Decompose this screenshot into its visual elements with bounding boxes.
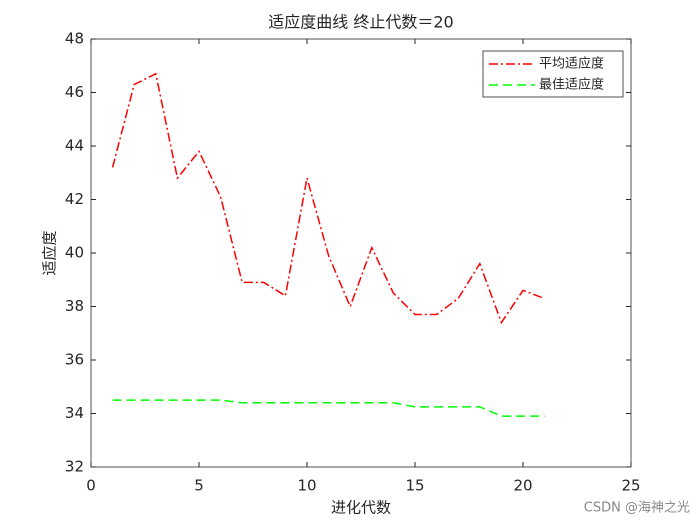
- y-tick-label: 44: [65, 137, 84, 155]
- y-tick-label: 36: [65, 351, 84, 369]
- series-line: [111, 72, 545, 325]
- chart-title: 适应度曲线 终止代数＝20: [268, 13, 453, 32]
- x-tick-label: 10: [297, 477, 316, 495]
- series-line: [112, 399, 545, 417]
- x-axis-label: 进化代数: [331, 499, 391, 517]
- y-tick-label: 40: [65, 244, 84, 262]
- watermark: CSDN @海神之光: [584, 501, 690, 516]
- y-tick-label: 46: [65, 83, 84, 101]
- y-axis-label: 适应度: [41, 230, 59, 275]
- x-tick-label: 5: [194, 477, 204, 495]
- x-tick-label: 20: [513, 477, 532, 495]
- legend-label: 平均适应度: [539, 56, 604, 72]
- x-tick-label: 15: [405, 477, 424, 495]
- y-tick-label: 42: [65, 190, 84, 208]
- y-tick-label: 32: [65, 458, 84, 476]
- y-tick-label: 34: [65, 404, 84, 422]
- plot-box: [90, 38, 632, 468]
- x-tick-label: 0: [86, 477, 96, 495]
- y-tick-label: 38: [65, 297, 84, 315]
- y-tick-label: 48: [65, 30, 84, 48]
- legend-box: [482, 50, 624, 98]
- x-tick-label: 25: [621, 477, 640, 495]
- legend-label: 最佳适应度: [539, 77, 604, 93]
